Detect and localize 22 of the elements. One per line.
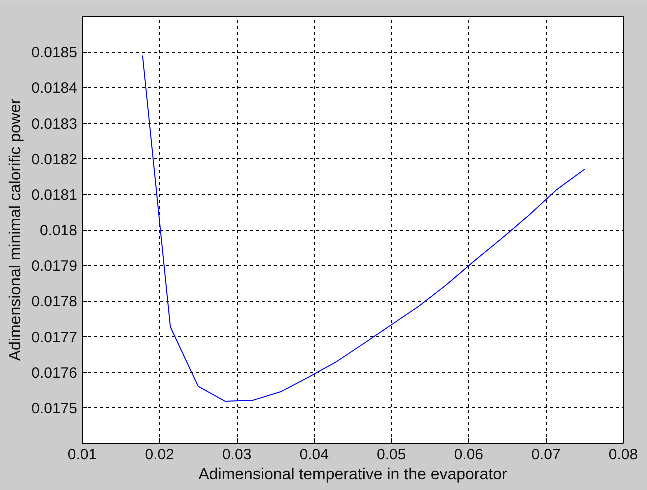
x-tick-label: 0.06 <box>454 446 484 464</box>
x-tick-label: 0.01 <box>68 446 98 464</box>
x-axis-title: Adimensional temperative in the evaporator <box>198 466 508 484</box>
x-tick-label: 0.08 <box>608 446 638 464</box>
y-tick-label: 0.018 <box>40 222 78 240</box>
x-tick-label: 0.02 <box>145 446 174 464</box>
y-tick-label: 0.0177 <box>32 329 78 346</box>
y-tick-label: 0.0175 <box>32 400 78 418</box>
y-axis-title: Adimensional minimal calorific power <box>8 98 25 362</box>
x-tick-label: 0.03 <box>222 446 252 464</box>
y-tick-label: 0.0185 <box>32 44 78 62</box>
y-tick-label: 0.0181 <box>32 186 78 204</box>
y-tick-label: 0.0176 <box>32 364 78 382</box>
x-tick-label: 0.04 <box>300 446 329 464</box>
x-tick-label: 0.07 <box>532 446 561 464</box>
y-tick-label: 0.0183 <box>32 116 78 133</box>
y-tick-label: 0.0184 <box>32 80 78 98</box>
line-series <box>142 55 586 402</box>
y-tick-label: 0.0182 <box>32 151 78 168</box>
y-tick-label: 0.0179 <box>32 258 78 276</box>
y-tick-label: 0.0178 <box>32 294 78 311</box>
x-tick-label: 0.05 <box>377 446 406 464</box>
